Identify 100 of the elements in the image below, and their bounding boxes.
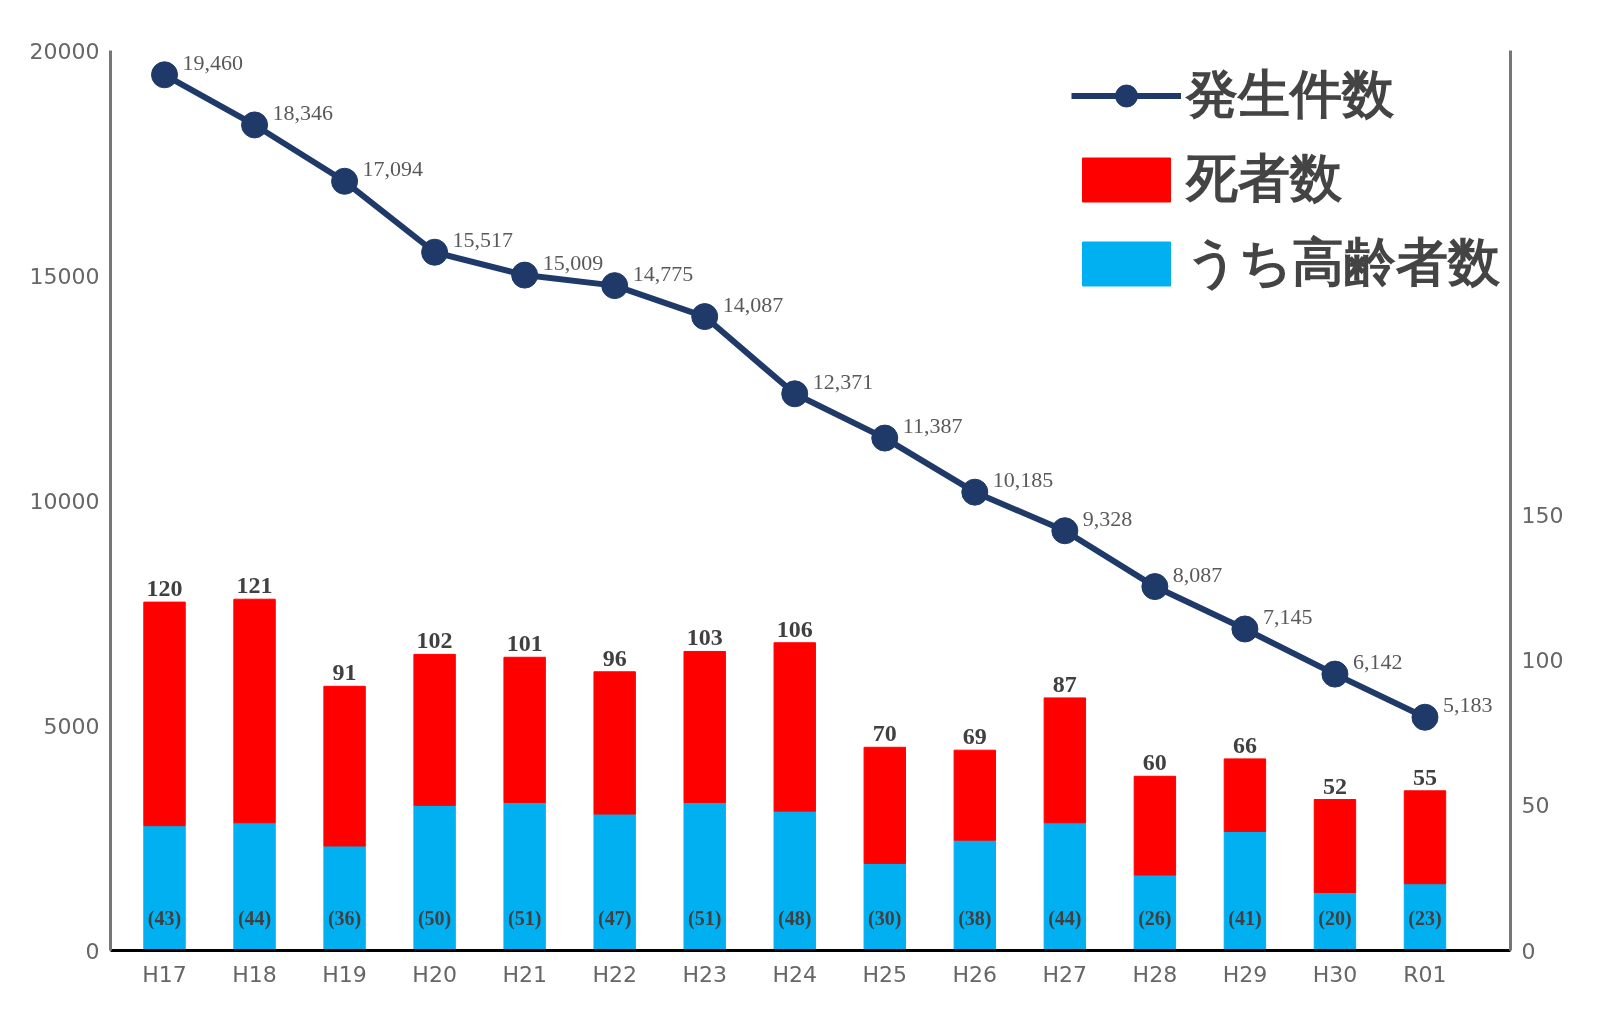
total-label: 106: [776, 615, 813, 642]
x-tick-label: H25: [862, 961, 908, 987]
data-label: 12,371: [812, 368, 874, 394]
data-label: (38): [958, 906, 992, 930]
data-label: (36): [327, 906, 362, 930]
total-label: 70: [872, 720, 897, 747]
data-label: 7,145: [1262, 603, 1313, 629]
data-label: 8,087: [1172, 561, 1223, 587]
data-label: 9,328: [1082, 505, 1133, 531]
point: [781, 380, 809, 408]
y2-tick-label: 50: [1521, 793, 1550, 819]
point: [1321, 660, 1349, 688]
x-tick-label: H23: [682, 961, 727, 987]
data-label: 18,346: [272, 99, 334, 125]
total-label: 60: [1142, 749, 1167, 776]
point: [151, 61, 179, 89]
data-label: (44): [237, 906, 272, 930]
bar: [143, 825, 186, 951]
legend-label: 死者数: [1186, 147, 1342, 210]
data-label: (47): [598, 906, 632, 930]
bar: [683, 650, 726, 803]
bar: [233, 598, 276, 824]
point: [1051, 517, 1079, 545]
point: [331, 167, 359, 195]
total-label: 102: [416, 627, 453, 654]
total-label: 103: [686, 624, 723, 651]
bar: [323, 845, 366, 951]
data-label: 11,387: [902, 413, 963, 439]
legend-label: うち高齢者数: [1186, 231, 1500, 294]
bar: [143, 601, 186, 827]
bar: [953, 839, 997, 951]
point: [1141, 573, 1169, 601]
y2-tick-label: 0: [1521, 938, 1536, 964]
data-label: (26): [1138, 906, 1172, 930]
data-label: 19,460: [182, 49, 244, 75]
x-tick-label: H27: [1042, 961, 1088, 987]
bar: [413, 653, 456, 806]
y-tick-label: 0: [85, 938, 100, 964]
y-tick-label: 10000: [29, 488, 100, 514]
y2-tick-label: 150: [1521, 503, 1564, 529]
bar: [1043, 697, 1087, 824]
data-label: (44): [1048, 906, 1082, 930]
data-label: (51): [688, 906, 722, 930]
data-label: (48): [778, 906, 812, 930]
x-tick-label: H22: [592, 961, 637, 987]
bar: [1133, 775, 1177, 876]
bar: [503, 801, 546, 951]
data-label: (50): [417, 906, 452, 930]
data-label: (51): [507, 906, 542, 930]
data-label: 10,185: [992, 467, 1054, 493]
legend-label: 発生件数: [1186, 63, 1394, 126]
bar: [953, 749, 997, 841]
bar: [1313, 799, 1357, 893]
bar: [863, 746, 906, 864]
bar: [323, 685, 366, 847]
point: [241, 111, 269, 139]
total-label: 69: [962, 723, 987, 750]
total-label: 66: [1232, 731, 1257, 758]
data-label: (20): [1318, 906, 1352, 930]
x-tick-label: H20: [412, 961, 457, 987]
x-tick-label: H19: [322, 961, 367, 987]
bar: [1223, 830, 1267, 951]
bar: [683, 801, 726, 951]
point: [1231, 615, 1259, 643]
data-label: (30): [868, 906, 902, 930]
x-tick-label: H29: [1222, 961, 1268, 987]
bar: [1043, 822, 1087, 951]
y-tick-label: 5000: [43, 713, 100, 739]
x-tick-label: H21: [502, 961, 547, 987]
bar: [773, 810, 816, 951]
x-tick-label: H17: [142, 961, 187, 987]
point: [511, 261, 539, 289]
data-label: 14,775: [632, 260, 694, 286]
bar: [593, 813, 636, 951]
total-label: 91: [332, 659, 357, 686]
x-tick-label: H30: [1312, 961, 1358, 987]
bar: [413, 804, 456, 951]
point: [871, 424, 899, 452]
y2-tick-label: 100: [1521, 648, 1564, 674]
data-label: (43): [147, 906, 182, 930]
total-label: 120: [146, 575, 183, 602]
total-label: 121: [236, 572, 273, 599]
data-label: 17,094: [362, 156, 424, 182]
x-tick-label: H24: [772, 961, 818, 987]
point: [961, 478, 989, 506]
bar: [503, 656, 546, 803]
data-label: (41): [1228, 906, 1262, 930]
data-label: 15,517: [452, 227, 514, 253]
y-tick-label: 20000: [29, 38, 100, 64]
x-tick-label: R01: [1403, 961, 1447, 987]
bar: [1403, 790, 1447, 885]
point: [691, 303, 719, 331]
data-label: 15,009: [542, 250, 604, 276]
total-label: 101: [506, 630, 543, 657]
data-label: 6,142: [1352, 649, 1403, 675]
total-label: 87: [1052, 670, 1077, 697]
total-label: 96: [602, 644, 627, 671]
data-label: 5,183: [1442, 692, 1493, 718]
point: [1411, 703, 1439, 731]
point: [601, 272, 629, 300]
